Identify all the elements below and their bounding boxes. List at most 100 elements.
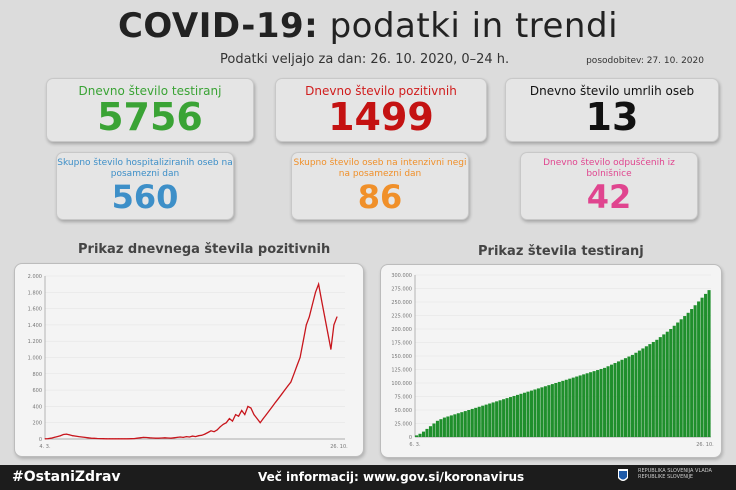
bar — [432, 423, 436, 437]
bar — [491, 402, 495, 437]
bar — [495, 401, 499, 437]
data-point — [302, 340, 304, 342]
data-point — [102, 438, 104, 440]
title-rest: podatki in trendi — [329, 6, 619, 46]
card-discharged: Dnevno število odpuščenih iz bolnišnice … — [520, 152, 698, 220]
data-point — [75, 435, 77, 437]
data-point — [333, 324, 335, 326]
y-tick-label: 150.000 — [391, 354, 412, 360]
bar — [505, 398, 509, 437]
data-point — [250, 407, 252, 409]
data-point — [53, 436, 55, 438]
data-point — [336, 316, 338, 318]
bar — [568, 378, 572, 437]
bar — [606, 366, 610, 437]
bar — [484, 404, 488, 437]
card-value: 5756 — [97, 95, 203, 139]
y-tick-label: 75.000 — [395, 395, 413, 401]
bar — [543, 386, 547, 437]
subtitle: Podatki veljajo za dan: 26. 10. 2020, 0–… — [220, 52, 510, 67]
bar — [449, 415, 453, 437]
bar — [540, 387, 544, 437]
data-point — [118, 438, 120, 440]
bar — [585, 373, 589, 437]
bar — [630, 354, 634, 437]
data-point — [324, 316, 326, 318]
bar — [435, 420, 439, 437]
data-point — [56, 436, 58, 438]
bar — [456, 413, 460, 437]
data-point — [241, 409, 243, 411]
data-point — [124, 438, 126, 440]
data-point — [314, 291, 316, 293]
card-value: 13 — [585, 95, 639, 139]
bar — [498, 400, 502, 437]
y-tick-label: 800 — [32, 372, 42, 378]
bar — [421, 431, 426, 437]
data-point — [47, 438, 49, 440]
data-point — [305, 324, 307, 326]
bar — [690, 309, 694, 437]
x-tick-label-start: 4. 3. — [39, 444, 51, 450]
bar — [620, 359, 624, 437]
bar — [502, 399, 506, 437]
data-point — [244, 414, 246, 416]
data-point — [219, 426, 221, 428]
y-tick-label: 100.000 — [391, 381, 412, 387]
chart-title-tests: Prikaz števila testiranj — [478, 244, 644, 259]
data-point — [105, 438, 107, 440]
data-point — [96, 438, 98, 440]
chart-positive-panel: 0 200 400 600 800 1.000 1.200 1.400 1.600 1.800 2.… — [14, 263, 364, 457]
data-point — [81, 436, 83, 438]
bar — [700, 297, 704, 437]
bar — [648, 344, 652, 437]
data-point — [115, 438, 117, 440]
bar — [533, 389, 537, 437]
card-label: Dnevno število umrlih oseb — [529, 84, 695, 98]
bar — [460, 412, 464, 437]
y-tick-label: 225.000 — [391, 314, 412, 320]
data-point — [268, 409, 270, 411]
data-point — [158, 437, 160, 439]
data-point — [145, 437, 147, 439]
card-daily-positive: Dnevno število pozitivnih 1499 — [275, 78, 487, 142]
bar — [526, 391, 530, 437]
data-point — [228, 418, 230, 420]
page-title: COVID-19: podatki in trendi — [0, 6, 736, 46]
bar — [697, 301, 701, 437]
bar — [704, 293, 708, 437]
y-tick-label: 0 — [39, 437, 42, 443]
data-point — [179, 436, 181, 438]
bar — [463, 411, 467, 437]
y-tick-label: 200.000 — [391, 327, 412, 333]
bar — [481, 405, 485, 437]
info-link[interactable]: Več informacij: www.gov.si/koronavirus — [258, 470, 525, 484]
bar — [442, 417, 446, 437]
data-point — [50, 437, 52, 439]
bar — [679, 319, 683, 437]
y-tick-label: 2.000 — [28, 274, 42, 280]
bar — [529, 390, 533, 437]
y-tick-label: 600 — [32, 388, 42, 394]
data-point — [182, 436, 184, 438]
y-tick-label: 1.400 — [28, 323, 42, 329]
bar — [676, 322, 680, 437]
bar — [425, 428, 429, 437]
data-point — [161, 437, 163, 439]
bar — [536, 388, 540, 437]
data-point — [216, 429, 218, 431]
y-tick-label: 250.000 — [391, 300, 412, 306]
bar — [547, 385, 551, 437]
y-tick-label: 1.600 — [28, 307, 42, 313]
data-point — [127, 438, 129, 440]
y-tick-label: 400 — [32, 404, 42, 410]
card-label: Skupno število oseb na intenzivni negi n… — [293, 158, 467, 179]
bar — [596, 370, 600, 437]
data-point — [72, 435, 74, 437]
data-point — [133, 438, 135, 440]
bar — [470, 408, 474, 437]
data-point — [59, 435, 61, 437]
updated-date: posodobitev: 27. 10. 2020 — [586, 56, 704, 66]
bar — [707, 290, 711, 437]
data-point — [149, 437, 151, 439]
